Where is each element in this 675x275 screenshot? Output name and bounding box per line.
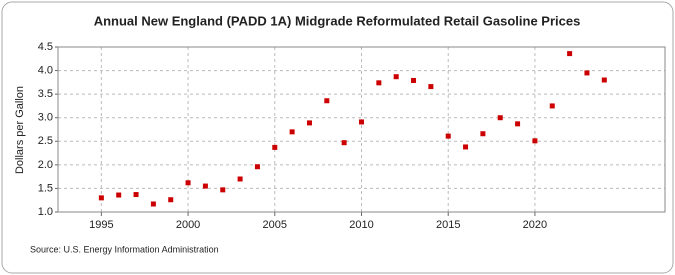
y-tick-label: 1.0 <box>38 206 53 218</box>
x-tick-label: 2020 <box>523 219 547 231</box>
point <box>220 187 226 193</box>
point <box>237 176 243 182</box>
point <box>515 121 521 127</box>
plot-area <box>57 46 666 213</box>
point <box>463 144 469 150</box>
y-tick-label: 1.5 <box>38 182 53 194</box>
y-tick-label: 4.0 <box>38 64 53 76</box>
point <box>376 80 382 86</box>
point <box>567 51 573 57</box>
point <box>150 201 156 207</box>
point <box>341 140 347 146</box>
point <box>393 74 399 80</box>
x-tick-label: 2005 <box>263 219 287 231</box>
point <box>185 180 191 186</box>
point <box>359 119 364 125</box>
point <box>428 84 434 90</box>
point <box>324 98 330 104</box>
y-tick-label: 2.0 <box>38 159 53 171</box>
point <box>168 197 174 203</box>
point <box>549 103 555 109</box>
point <box>254 164 260 170</box>
point <box>497 115 503 121</box>
point <box>133 192 139 198</box>
x-tick-label: 2015 <box>436 219 460 231</box>
y-tick-label: 2.5 <box>38 135 53 147</box>
source-note: Source: U.S. Energy Information Administ… <box>30 244 219 254</box>
x-tick-label: 1995 <box>89 219 113 231</box>
y-axis-label: Dollars per Gallon <box>14 86 26 174</box>
y-tick-label: 3.5 <box>38 88 53 100</box>
point <box>98 195 104 201</box>
y-tick-label: 3.0 <box>38 112 53 124</box>
point <box>306 120 312 126</box>
x-tick-label: 2000 <box>176 219 200 231</box>
point <box>584 70 590 76</box>
point <box>272 144 278 150</box>
point <box>445 133 451 139</box>
x-tick-label: 2010 <box>349 219 373 231</box>
point <box>480 131 486 137</box>
point <box>411 77 417 83</box>
point <box>289 129 295 135</box>
point <box>116 192 122 198</box>
point <box>202 183 208 189</box>
point <box>532 138 538 144</box>
point <box>601 77 607 83</box>
chart-title: Annual New England (PADD 1A) Midgrade Re… <box>94 13 581 28</box>
y-tick-label: 4.5 <box>38 41 53 53</box>
